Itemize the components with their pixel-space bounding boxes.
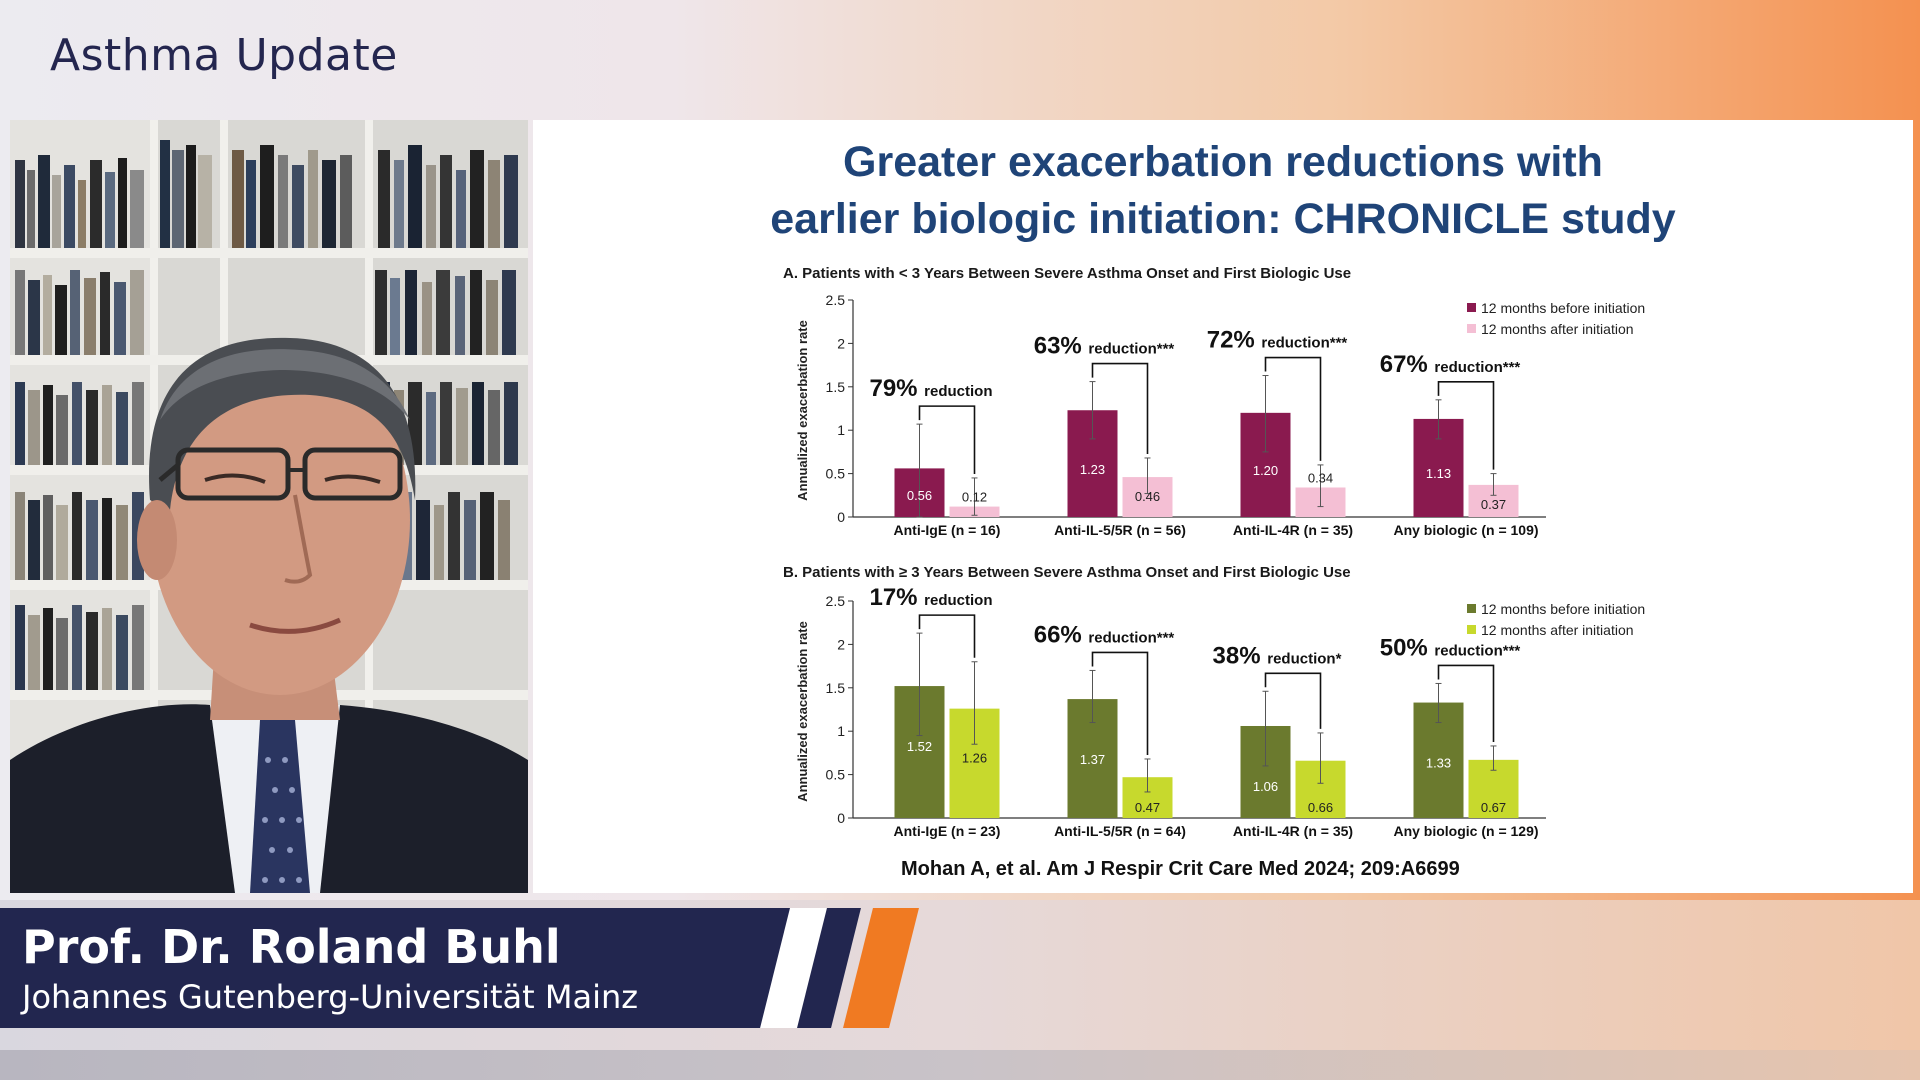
bar-chart-figure: A. Patients with < 3 Years Between Sever…: [783, 265, 1645, 839]
y-tick-label: 1: [837, 422, 845, 438]
speaker-name: Prof. Dr. Roland Buhl: [22, 920, 561, 974]
speaker-figure: [10, 337, 528, 893]
y-tick-label: 0: [837, 509, 845, 525]
legend-swatch: [1467, 625, 1476, 634]
bar-value-label: 1.06: [1253, 779, 1278, 794]
slide-title-line2: earlier biologic initiation: CHRONICLE s…: [770, 195, 1676, 243]
bar-value-label: 1.33: [1426, 756, 1451, 771]
reduction-annotation: 67% reduction***: [1380, 351, 1521, 378]
category-label: Anti-IL-5/5R (n = 56): [1054, 522, 1186, 538]
bar-value-label: 1.37: [1080, 752, 1105, 767]
lower-third-banner: [0, 908, 820, 1028]
reduction-annotation: 66% reduction***: [1034, 621, 1175, 648]
reduction-bracket: [918, 405, 976, 474]
category-label: Anti-IL-5/5R (n = 64): [1054, 823, 1186, 839]
y-tick-label: 0.5: [826, 466, 846, 482]
speaker-affiliation: Johannes Gutenberg-Universität Mainz: [22, 978, 639, 1016]
legend-label: 12 months after initiation: [1481, 321, 1634, 337]
reduction-annotation: 17% reduction: [869, 584, 992, 611]
category-label: Anti-IL-4R (n = 35): [1233, 522, 1353, 538]
bar-value-label: 0.67: [1481, 800, 1506, 815]
panel-title: B. Patients with ≥ 3 Years Between Sever…: [783, 564, 1351, 581]
category-label: Anti-IL-4R (n = 35): [1233, 823, 1353, 839]
reduction-bracket: [1437, 664, 1495, 742]
citation: Mohan A, et al. Am J Respir Crit Care Me…: [901, 858, 1460, 880]
category-label: Any biologic (n = 109): [1393, 522, 1538, 538]
y-tick-label: 1: [837, 723, 845, 739]
bar-value-label: 1.26: [962, 751, 987, 766]
reduction-bracket: [1091, 651, 1149, 755]
legend-swatch: [1467, 604, 1476, 613]
legend-swatch: [1467, 324, 1476, 333]
speaker-video: [10, 120, 528, 893]
reduction-annotation: 63% reduction***: [1034, 333, 1175, 360]
y-tick-label: 0: [837, 810, 845, 826]
y-tick-label: 1.5: [826, 379, 846, 395]
reduction-bracket: [1437, 381, 1495, 470]
y-tick-label: 0.5: [826, 767, 846, 783]
category-label: Anti-IgE (n = 23): [894, 823, 1001, 839]
reduction-annotation: 38% reduction*: [1213, 642, 1342, 669]
bar-value-label: 0.37: [1481, 497, 1506, 512]
bar-value-label: 0.34: [1308, 470, 1333, 485]
y-tick-label: 2: [837, 636, 845, 652]
legend-label: 12 months after initiation: [1481, 622, 1634, 638]
category-label: Any biologic (n = 129): [1393, 823, 1538, 839]
presentation-slide: Greater exacerbation reductions with ear…: [533, 120, 1913, 893]
bar-value-label: 0.56: [907, 488, 932, 503]
legend-label: 12 months before initiation: [1481, 601, 1645, 617]
bar-value-label: 0.12: [962, 490, 987, 505]
y-tick-label: 2.5: [826, 593, 846, 609]
reduction-bracket: [918, 614, 976, 658]
reduction-bracket: [1264, 672, 1322, 729]
reduction-bracket: [1264, 356, 1322, 461]
speaker-video-frame: [10, 120, 528, 893]
y-tick-label: 2.5: [826, 292, 846, 308]
bar-value-label: 0.66: [1308, 800, 1333, 815]
slide-title-line1: Greater exacerbation reductions with: [843, 138, 1603, 186]
reduction-annotation: 79% reduction: [869, 375, 992, 402]
bar-value-label: 1.23: [1080, 462, 1105, 477]
legend-swatch: [1467, 303, 1476, 312]
y-axis-label: Annualized exacerbation rate: [795, 621, 810, 802]
reduction-bracket: [1091, 362, 1149, 454]
bar-value-label: 1.13: [1426, 466, 1451, 481]
reduction-annotation: 50% reduction***: [1380, 634, 1521, 661]
y-axis-label: Annualized exacerbation rate: [795, 320, 810, 501]
legend-label: 12 months before initiation: [1481, 300, 1645, 316]
bar-value-label: 0.46: [1135, 489, 1160, 504]
bar-value-label: 1.52: [907, 739, 932, 754]
y-tick-label: 1.5: [826, 680, 846, 696]
bottom-band: [0, 1050, 1920, 1080]
category-label: Anti-IgE (n = 16): [894, 522, 1001, 538]
reduction-annotation: 72% reduction***: [1207, 327, 1348, 354]
bar-value-label: 1.20: [1253, 463, 1278, 478]
slide-title: Greater exacerbation reductions with ear…: [533, 134, 1913, 248]
y-tick-label: 2: [837, 335, 845, 351]
bar-value-label: 0.47: [1135, 800, 1160, 815]
panel-title: A. Patients with < 3 Years Between Sever…: [783, 265, 1351, 282]
show-title: Asthma Update: [50, 30, 398, 81]
